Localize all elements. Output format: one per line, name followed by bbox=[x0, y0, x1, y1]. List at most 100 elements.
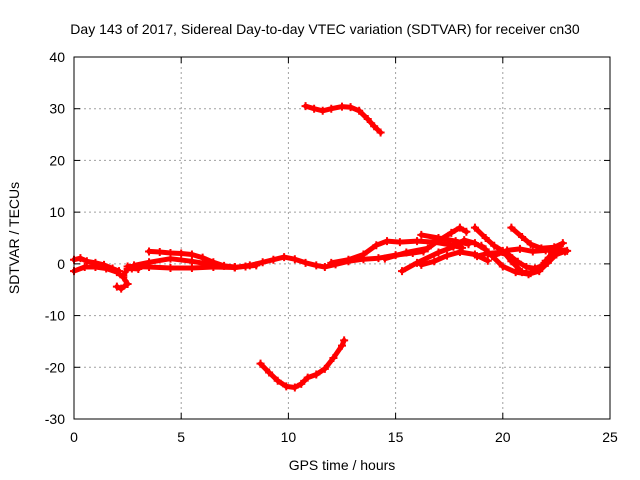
data-point bbox=[123, 280, 132, 289]
x-tick-label: 5 bbox=[177, 429, 185, 445]
data-point bbox=[449, 242, 458, 251]
data-point bbox=[443, 251, 452, 260]
data-point bbox=[265, 368, 274, 377]
data-point bbox=[481, 234, 490, 242]
data-point bbox=[515, 244, 524, 253]
y-tick-label: 0 bbox=[57, 256, 65, 272]
data-point bbox=[327, 104, 336, 113]
y-tick-label: 10 bbox=[49, 204, 65, 220]
data-point bbox=[464, 240, 473, 249]
x-tick-label: 20 bbox=[495, 429, 511, 445]
x-tick-label: 15 bbox=[388, 429, 404, 445]
data-point bbox=[269, 255, 278, 264]
x-tick-label: 10 bbox=[281, 429, 297, 445]
data-point bbox=[451, 237, 460, 246]
data-point bbox=[166, 254, 175, 263]
data-point bbox=[462, 227, 471, 236]
data-point bbox=[241, 262, 250, 271]
data-point bbox=[130, 261, 139, 270]
data-point bbox=[395, 238, 404, 247]
data-point bbox=[528, 247, 537, 256]
data-point bbox=[370, 122, 379, 131]
series-line bbox=[418, 232, 471, 247]
data-point bbox=[209, 260, 218, 269]
x-tick-label: 25 bbox=[602, 429, 618, 445]
data-point bbox=[507, 223, 516, 232]
data-point bbox=[344, 255, 353, 264]
data-point bbox=[280, 253, 289, 262]
data-point bbox=[187, 257, 196, 266]
data-point bbox=[80, 262, 89, 271]
data-point bbox=[155, 247, 164, 256]
y-tick-label: 30 bbox=[49, 101, 65, 117]
data-point bbox=[145, 258, 154, 267]
data-point bbox=[398, 267, 407, 276]
data-point bbox=[535, 267, 544, 276]
data-point bbox=[558, 239, 567, 248]
y-tick-label: 20 bbox=[49, 152, 65, 168]
data-point bbox=[252, 261, 261, 270]
data-point bbox=[541, 246, 550, 255]
data-point bbox=[320, 262, 329, 271]
data-point bbox=[166, 263, 175, 272]
data-point bbox=[329, 353, 338, 362]
data-point bbox=[301, 258, 310, 267]
data-point bbox=[518, 232, 527, 241]
data-point bbox=[430, 257, 439, 266]
data-point bbox=[338, 341, 346, 350]
data-point bbox=[145, 247, 154, 256]
data-point bbox=[511, 268, 520, 277]
data-point bbox=[522, 262, 531, 271]
data-point bbox=[290, 255, 299, 264]
y-tick-label: -10 bbox=[45, 308, 65, 324]
data-point bbox=[303, 373, 312, 382]
data-point bbox=[383, 237, 392, 246]
data-point bbox=[447, 228, 456, 237]
data-point bbox=[297, 379, 306, 388]
data-point bbox=[290, 383, 299, 392]
data-point bbox=[380, 254, 389, 263]
data-point bbox=[258, 258, 267, 267]
data-point bbox=[340, 336, 349, 345]
y-tick-label: 40 bbox=[49, 49, 65, 65]
data-series bbox=[70, 102, 572, 392]
data-point bbox=[82, 257, 91, 266]
y-tick-label: -30 bbox=[45, 411, 65, 427]
data-point bbox=[402, 248, 411, 257]
data-point bbox=[483, 256, 492, 265]
data-point bbox=[123, 262, 132, 271]
data-point bbox=[477, 241, 486, 250]
chart-title: Day 143 of 2017, Sidereal Day-to-day VTE… bbox=[70, 21, 580, 37]
data-point bbox=[434, 234, 443, 242]
data-point bbox=[563, 246, 572, 255]
data-point bbox=[119, 271, 128, 280]
data-point bbox=[312, 261, 321, 270]
y-axis-label: SDTVAR / TECUs bbox=[6, 182, 22, 294]
data-point bbox=[359, 250, 368, 259]
data-point bbox=[470, 239, 479, 248]
data-point bbox=[177, 249, 186, 258]
data-point bbox=[524, 270, 533, 279]
data-point bbox=[513, 257, 522, 266]
series-line bbox=[303, 103, 384, 135]
data-point bbox=[112, 282, 121, 291]
data-point bbox=[327, 258, 336, 267]
data-point bbox=[417, 260, 426, 269]
data-point bbox=[526, 240, 535, 249]
data-point bbox=[470, 223, 479, 232]
data-point bbox=[455, 247, 464, 256]
data-point bbox=[498, 262, 507, 271]
data-point bbox=[273, 376, 282, 385]
data-point bbox=[490, 241, 499, 250]
plot-frame bbox=[73, 56, 611, 420]
data-point bbox=[543, 258, 552, 267]
data-point bbox=[423, 244, 432, 253]
data-point bbox=[318, 106, 327, 115]
data-point bbox=[413, 258, 422, 267]
data-point bbox=[346, 103, 355, 112]
axis-ticks: 0 5 10 15 20 25 -30 -20 -10 0 10 20 30 40 bbox=[45, 49, 618, 445]
data-point bbox=[376, 128, 385, 137]
data-point bbox=[256, 359, 265, 368]
series-line bbox=[328, 238, 465, 266]
